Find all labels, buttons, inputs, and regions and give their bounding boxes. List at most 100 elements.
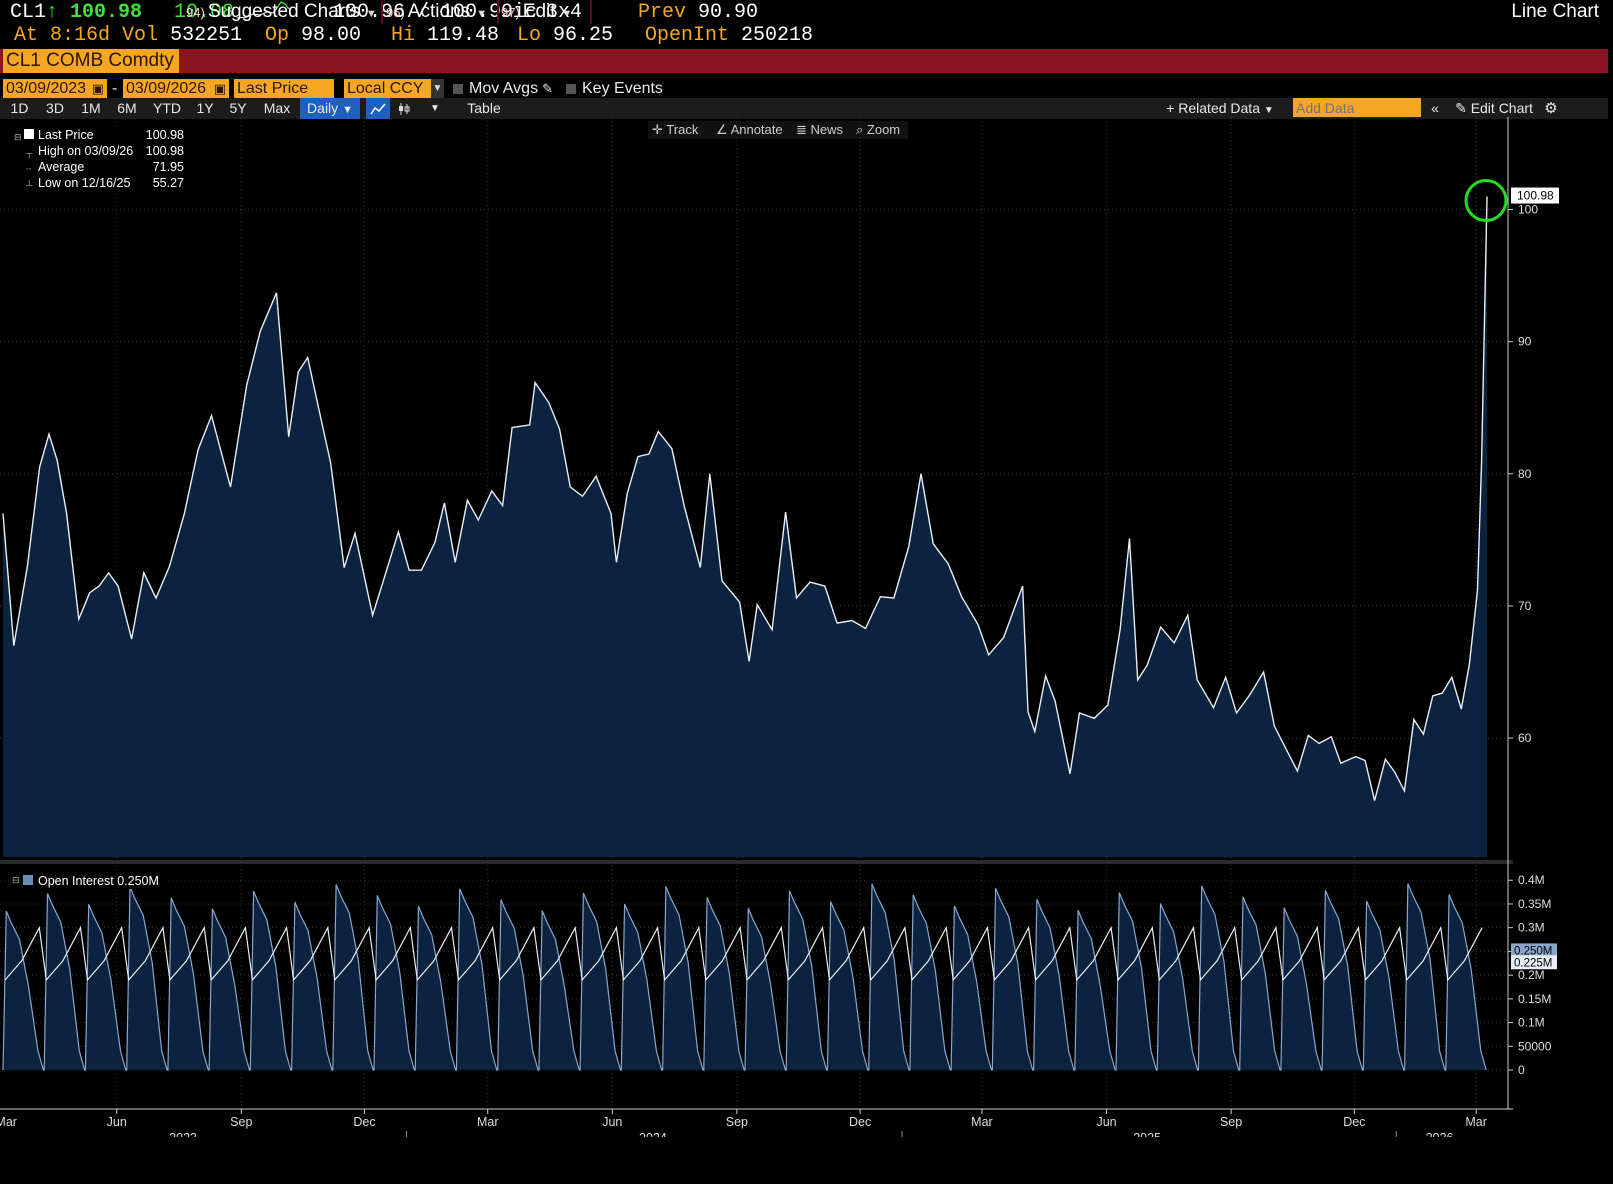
x-tick-label: Mar bbox=[477, 1115, 499, 1129]
price-area bbox=[3, 196, 1487, 857]
annotate-tool[interactable]: ∠ Annotate bbox=[716, 121, 783, 139]
currency-selector[interactable]: Local CCY ▼ bbox=[344, 79, 444, 99]
sparkline-icon bbox=[236, 1, 290, 19]
edit-menu[interactable]: 97) Edit ▼ bbox=[501, 0, 572, 24]
oi-tick-label: 0.1M bbox=[1518, 1016, 1545, 1030]
edit-number: 97) bbox=[501, 5, 520, 20]
last-price: 100.98 bbox=[70, 1, 143, 24]
period-1y[interactable]: 1Y bbox=[196, 100, 214, 116]
oi-last-tag bbox=[1511, 955, 1557, 970]
x-tick-label: Mar bbox=[971, 1115, 993, 1129]
legend-last-price-label: Last Price bbox=[38, 128, 94, 142]
zoom-label: Zoom bbox=[866, 122, 901, 137]
period-1m[interactable]: 1M bbox=[81, 100, 101, 116]
oi-secondary-line bbox=[4, 925, 1483, 982]
x-tick-label: Dec bbox=[849, 1115, 871, 1129]
period-5y[interactable]: 5Y bbox=[229, 100, 247, 116]
frequency-selector[interactable]: Daily ▼ bbox=[300, 98, 360, 119]
security-field[interactable]: CL1 COMB Comdty bbox=[3, 49, 179, 73]
open-label: Op bbox=[265, 24, 290, 47]
legend-last-price-value: 100.98 bbox=[145, 128, 184, 142]
prev-value: 90.90 bbox=[698, 1, 759, 24]
field-selector[interactable]: Last Price bbox=[234, 79, 334, 99]
period-6m[interactable]: 6M bbox=[117, 100, 137, 116]
x-tick-label: Dec bbox=[1343, 1115, 1365, 1129]
line-chart-icon[interactable] bbox=[366, 98, 390, 119]
legend-average-value: 71.95 bbox=[152, 160, 184, 174]
chevron-down-icon: ▼ bbox=[1263, 105, 1274, 116]
high-value: 119.48 bbox=[427, 24, 500, 47]
actions-number: 96) bbox=[386, 5, 405, 20]
price-tick-label: 70 bbox=[1518, 599, 1532, 613]
period-max[interactable]: Max bbox=[263, 100, 291, 116]
open-value: 98.00 bbox=[301, 24, 362, 47]
news-tool[interactable]: ≣ News bbox=[796, 121, 843, 139]
pencil-icon[interactable]: ✎ bbox=[542, 81, 553, 96]
period-3d[interactable]: 3D bbox=[46, 100, 64, 116]
start-date-field[interactable]: 03/09/2023 ▣ bbox=[3, 79, 107, 99]
x-axis: Mar Jun Sep Dec Mar Jun Sep Dec Mar Jun Sep Dec Mar 2… bbox=[0, 1108, 1513, 1137]
menu-divider bbox=[497, 0, 499, 24]
currency-value: Local CCY bbox=[347, 80, 424, 97]
legend-high-label: High on 03/09/26 bbox=[38, 144, 134, 158]
table-button[interactable]: Table bbox=[467, 100, 501, 116]
edit-chart-button[interactable]: ✎ Edit Chart bbox=[1450, 98, 1538, 119]
chart-type-title: Line Chart bbox=[1511, 1, 1599, 22]
low-value: 96.25 bbox=[553, 24, 614, 47]
price-legend: ⊟ Last Price 100.98 ┬ High on 03/09/26 1… bbox=[10, 127, 188, 190]
quote-row-1: CL1↑ 100.98 bbox=[10, 2, 142, 24]
open-interest-chart: 0500000.1M0.15M0.2M0.25M0.3M0.35M0.4M0.2… bbox=[0, 873, 1557, 1077]
track-label: Track bbox=[666, 122, 699, 137]
checkbox[interactable] bbox=[566, 83, 576, 94]
x-tick-label: Jun bbox=[107, 1115, 127, 1129]
oi-tick-label: 0.35M bbox=[1518, 897, 1551, 911]
collapse-icon[interactable]: ⊟ bbox=[14, 132, 22, 142]
high-price: Hi 119.48 bbox=[391, 25, 499, 47]
candlestick-icon[interactable] bbox=[394, 98, 414, 119]
gear-icon[interactable]: ⚙ bbox=[1544, 100, 1558, 117]
year-label: 2024 bbox=[639, 1131, 667, 1137]
legend-average-label: Average bbox=[38, 160, 85, 174]
x-tick-label: Sep bbox=[726, 1115, 748, 1129]
calendar-icon[interactable]: ▣ bbox=[91, 81, 104, 96]
chevron-down-icon[interactable]: ▼ bbox=[431, 79, 444, 99]
suggested-charts-menu[interactable]: 94) Suggested Charts ▼ bbox=[186, 0, 377, 24]
chevron-down-icon: ▼ bbox=[476, 8, 487, 20]
series-swatch bbox=[24, 129, 34, 139]
year-label: 2023 bbox=[169, 1131, 197, 1137]
related-data-label: + Related Data bbox=[1166, 100, 1260, 116]
oi-tick-label: 0 bbox=[1518, 1063, 1525, 1077]
end-date-field[interactable]: 03/09/2026 ▣ bbox=[123, 79, 229, 99]
actions-menu[interactable]: 96) Actions ▼ bbox=[386, 0, 487, 24]
track-tool[interactable]: ✛ Track bbox=[652, 121, 698, 139]
suggested-charts-label: Suggested Charts bbox=[207, 1, 360, 22]
high-label: Hi bbox=[391, 24, 416, 47]
chevron-down-icon[interactable]: ▼ bbox=[430, 103, 440, 114]
x-tick-label: Mar bbox=[1465, 1115, 1487, 1129]
double-chevron-left-icon[interactable]: « bbox=[1431, 100, 1439, 116]
price-line bbox=[2, 196, 1488, 801]
ticker: CL1 bbox=[10, 1, 47, 24]
price-tick-label: 80 bbox=[1518, 467, 1532, 481]
tree-branch-icon: ┈ bbox=[26, 164, 32, 174]
key-events-toggle[interactable]: Key Events bbox=[566, 79, 663, 99]
legend-high-value: 100.98 bbox=[145, 144, 184, 158]
oi-tick-label: 0.3M bbox=[1518, 921, 1545, 935]
collapse-icon[interactable]: ⊟ bbox=[12, 875, 20, 885]
bid-ask: 100.96 / 100.99ic bbox=[333, 1, 538, 24]
annotate-label: Annotate bbox=[730, 122, 783, 137]
series-swatch bbox=[23, 875, 33, 885]
x-tick-label: Sep bbox=[230, 1115, 252, 1129]
checkbox[interactable] bbox=[453, 83, 463, 94]
calendar-icon[interactable]: ▣ bbox=[213, 81, 226, 96]
add-data-input[interactable] bbox=[1293, 98, 1421, 117]
period-ytd[interactable]: YTD bbox=[153, 100, 181, 116]
period-toolbar bbox=[0, 98, 1608, 119]
mov-avgs-toggle[interactable]: Mov Avgs ✎ bbox=[453, 79, 553, 99]
price-tick-label: 60 bbox=[1518, 731, 1532, 745]
related-data-menu[interactable]: + Related Data ▼ bbox=[1158, 98, 1282, 119]
chart-tools bbox=[648, 121, 908, 139]
period-1d[interactable]: 1D bbox=[10, 100, 29, 116]
low-label: Lo bbox=[517, 24, 542, 47]
